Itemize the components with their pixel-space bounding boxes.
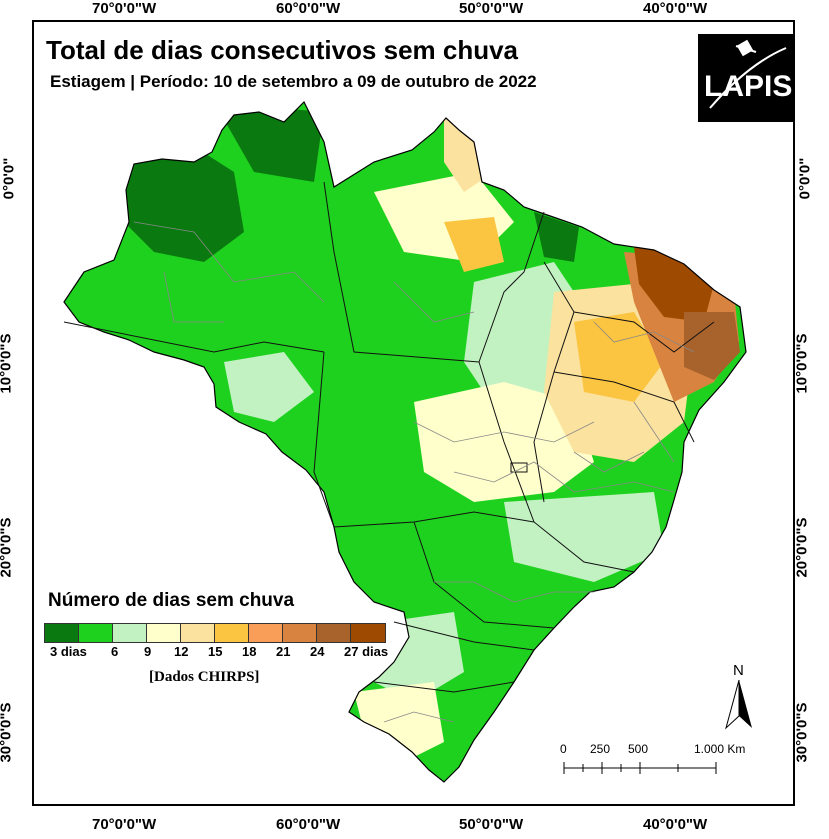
map-frame: Total de dias consecutivos sem chuva Est… [32, 20, 795, 806]
legend-swatch-2 [113, 624, 147, 642]
zone-dark-green-north [214, 102, 324, 182]
state-borders [63, 181, 715, 693]
legend-tick-9: 9 [144, 644, 152, 659]
zone-light-green-se [504, 492, 664, 582]
lon-label-top-70w: 70°0'0"W [92, 0, 157, 17]
legend-tick-21: 21 [276, 644, 291, 659]
legend-swatch-6 [249, 624, 283, 642]
legend-swatch-1 [79, 624, 113, 642]
brazil-outline [63, 100, 747, 783]
north-arrow-icon [725, 680, 752, 730]
map-subtitle: Estiagem | Período: 10 de setembro a 09 … [50, 72, 537, 91]
scale-label-500: 500 [628, 742, 649, 756]
lat-label-right-20s: 20°0'0"S [793, 517, 811, 578]
lon-label-top-40w: 40°0'0"W [643, 0, 708, 17]
zone-light-green-west [224, 352, 314, 422]
satellite-icon [709, 39, 787, 109]
data-source: [Dados CHIRPS] [149, 669, 260, 685]
zone-brown-ne-east [684, 312, 740, 380]
lat-label-right-10s: 10°0'0"S [793, 333, 811, 394]
legend-tick-6: 6 [111, 644, 119, 659]
lat-label-right-0: 0°0'0" [796, 157, 814, 200]
scale-label-1000: 1.000 Km [694, 742, 746, 756]
legend-color-bar [44, 623, 386, 643]
lat-label-left-10s: 10°0'0"S [0, 333, 15, 394]
zone-orange-north [444, 217, 504, 272]
lapis-logo: LAPIS [698, 34, 793, 122]
lon-label-bottom-40w: 40°0'0"W [643, 816, 708, 833]
zone-pale-yellow-south [354, 682, 444, 762]
lon-label-bottom-70w: 70°0'0"W [92, 816, 157, 833]
legend-tick-18: 18 [242, 644, 257, 659]
legend-tick-12: 12 [174, 644, 189, 659]
legend-tick-15: 15 [208, 644, 223, 659]
legend-swatch-0 [45, 624, 79, 642]
legend-tick-27: 27 dias [344, 644, 389, 659]
region-borders [133, 221, 695, 723]
legend-swatch-8 [317, 624, 351, 642]
lon-label-bottom-50w: 50°0'0"W [459, 816, 524, 833]
map-canvas [63, 100, 747, 783]
zone-dark-green-nw [114, 140, 244, 262]
scale-label-0: 0 [560, 742, 567, 756]
legend-tick-3: 3 dias [50, 644, 87, 659]
legend-swatch-9 [351, 624, 385, 642]
lat-label-left-20s: 20°0'0"S [0, 517, 15, 578]
north-label: N [733, 662, 744, 679]
legend-swatch-5 [215, 624, 249, 642]
north-arrow: N [724, 662, 754, 732]
lat-label-left-0: 0°0'0" [0, 157, 18, 200]
map-title: Total de dias consecutivos sem chuva [46, 35, 519, 65]
legend-title: Número de dias sem chuva [48, 590, 295, 611]
scale-label-250: 250 [590, 742, 611, 756]
scale-bar [563, 762, 717, 774]
lon-label-bottom-60w: 60°0'0"W [276, 816, 341, 833]
legend-swatch-7 [283, 624, 317, 642]
lat-label-right-30s: 30°0'0"S [793, 702, 811, 763]
zone-dark-green-amapa [534, 212, 579, 262]
legend-swatch-3 [147, 624, 181, 642]
logo-wordmark: LAPIS [704, 70, 793, 103]
legend-tick-24: 24 [310, 644, 325, 659]
rainfall-raster [64, 102, 746, 782]
legend-swatch-4 [181, 624, 215, 642]
lon-label-top-60w: 60°0'0"W [276, 0, 341, 17]
lon-label-top-50w: 50°0'0"W [459, 0, 524, 17]
lat-label-left-30s: 30°0'0"S [0, 702, 15, 763]
